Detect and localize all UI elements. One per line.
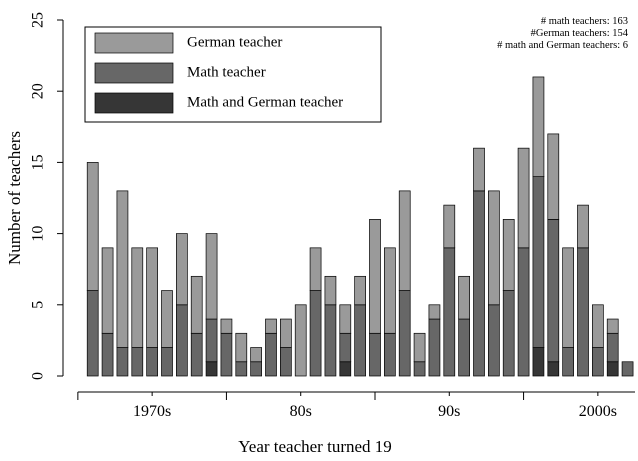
x-tick-label: 2000s [579,403,617,420]
bar-segment [280,347,292,377]
bar-segment [502,219,515,291]
bar-segment [86,290,99,377]
bar-segment [413,361,426,377]
bar-segment [339,361,352,377]
bar-segment [562,247,574,348]
y-tick-label: 15 [30,154,47,170]
bar-segment [532,347,545,377]
bar-segment [86,162,99,291]
bar-segment [294,304,307,377]
legend-swatch [94,62,174,84]
bar-segment [532,176,545,348]
bar-segment [502,290,515,377]
bar-segment [384,247,396,334]
y-tick-label: 10 [30,226,47,242]
bar-segment [606,361,619,377]
bar-segment [265,318,277,334]
bar-segment [488,190,500,306]
bar-segment [161,290,173,348]
annotation: # math teachers: 163 [541,16,628,27]
bar-segment [384,332,396,377]
bar-segment [428,304,441,320]
bar-segment [443,204,456,249]
bar-segment [116,190,129,348]
annotation: # math and German teachers: 6 [497,40,628,51]
bar-segment [324,275,337,306]
bar-segment [547,361,560,377]
bar-segment [205,233,218,320]
bar-segment [101,332,114,377]
bar-segment [339,304,352,334]
bar-segment [369,219,381,334]
bar-segment [324,304,337,377]
bar-segment [473,147,485,192]
y-axis-label: Number of teachers [5,131,24,265]
legend-swatch [94,92,174,114]
bar-segment [280,318,292,348]
bar-segment [131,247,144,348]
bar-segment [488,304,500,377]
bar-segment [592,304,604,348]
bar-segment [592,347,604,377]
bar-segment [250,347,262,363]
x-tick-label: 90s [438,403,460,420]
bar-segment [621,361,634,377]
y-tick-label: 0 [30,372,47,380]
bar-segment [146,347,158,377]
bar-segment [250,361,262,377]
bar-segment [339,332,352,363]
bar-segment [458,318,470,377]
bar-segment [205,361,218,377]
bar-segment [176,233,188,306]
bar-segment [517,147,530,249]
bar-segment [101,247,114,334]
bar-segment [309,290,322,377]
bar-segment [235,332,248,363]
legend-label: German teacher [187,34,282,50]
bar-segment [309,247,322,291]
bar-segment [220,318,233,334]
x-axis-label: Year teacher turned 19 [238,437,392,456]
bar-segment [190,275,203,334]
annotation: #German teachers: 154 [531,28,629,39]
y-tick-label: 25 [30,12,47,28]
bar-segment [473,190,485,377]
bar-segment [235,361,248,377]
bar-segment [220,332,233,377]
bar-segment [398,290,411,377]
bar-segment [517,247,530,377]
bar-segment [205,318,218,363]
bar-segment [532,76,545,177]
x-tick-label: 80s [290,403,312,420]
bar-segment [354,304,366,377]
y-tick-label: 5 [30,301,47,309]
bar-segment [131,347,144,377]
bar-segment [577,204,589,249]
bar-segment [354,275,366,306]
bar-segment [547,133,560,220]
y-tick-label: 20 [30,83,47,99]
bar-segment [116,347,129,377]
bar-segment [458,275,470,320]
bar-segment [161,347,173,377]
bar-segment [265,332,277,377]
bar-segment [443,247,456,377]
bar-segment [577,247,589,377]
bar-segment [413,332,426,363]
legend-swatch [94,32,174,54]
bar-segment [398,190,411,291]
bar-segment [369,332,381,377]
legend-label: Math teacher [187,64,266,80]
bar-segment [428,318,441,377]
bar-segment [606,332,619,363]
x-tick-label: 1970s [133,403,171,420]
bar-segment [606,318,619,334]
bar-segment [562,347,574,377]
legend-label: Math and German teacher [187,94,343,110]
bar-segment [176,304,188,377]
bar-segment [146,247,158,348]
bar-segment [190,332,203,377]
bar-segment [547,219,560,363]
